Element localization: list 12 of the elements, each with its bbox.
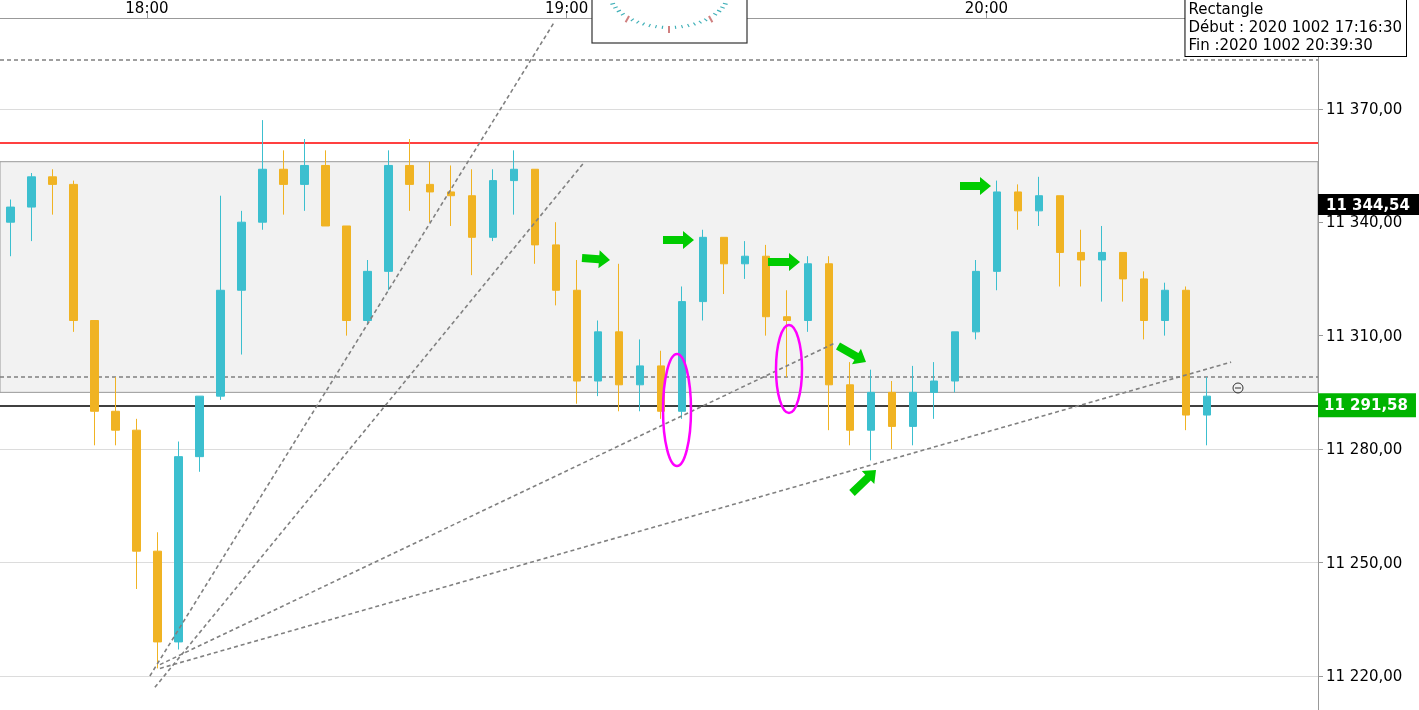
x-tick-label: 19:00 bbox=[545, 0, 589, 17]
y-tick-label: 11 340,00 bbox=[1326, 213, 1403, 232]
x-tick-label: 18:00 bbox=[125, 0, 169, 17]
y-tick-label: 11 370,00 bbox=[1326, 99, 1403, 118]
annotation: 11 344,54 bbox=[1326, 195, 1410, 214]
annotation: Rectangle Début : 2020 1002 17:16:30 Fin :2020 1002 20:39:30 bbox=[1188, 0, 1402, 54]
y-tick-label: 11 310,00 bbox=[1326, 326, 1403, 345]
y-tick-label: 11 220,00 bbox=[1326, 666, 1403, 685]
ref-line-label: 11 291,58 bbox=[1324, 396, 1408, 415]
x-tick-label: 20:00 bbox=[964, 0, 1009, 17]
y-tick-label: 11 280,00 bbox=[1326, 440, 1403, 459]
y-tick-label: 11 250,00 bbox=[1326, 553, 1403, 572]
